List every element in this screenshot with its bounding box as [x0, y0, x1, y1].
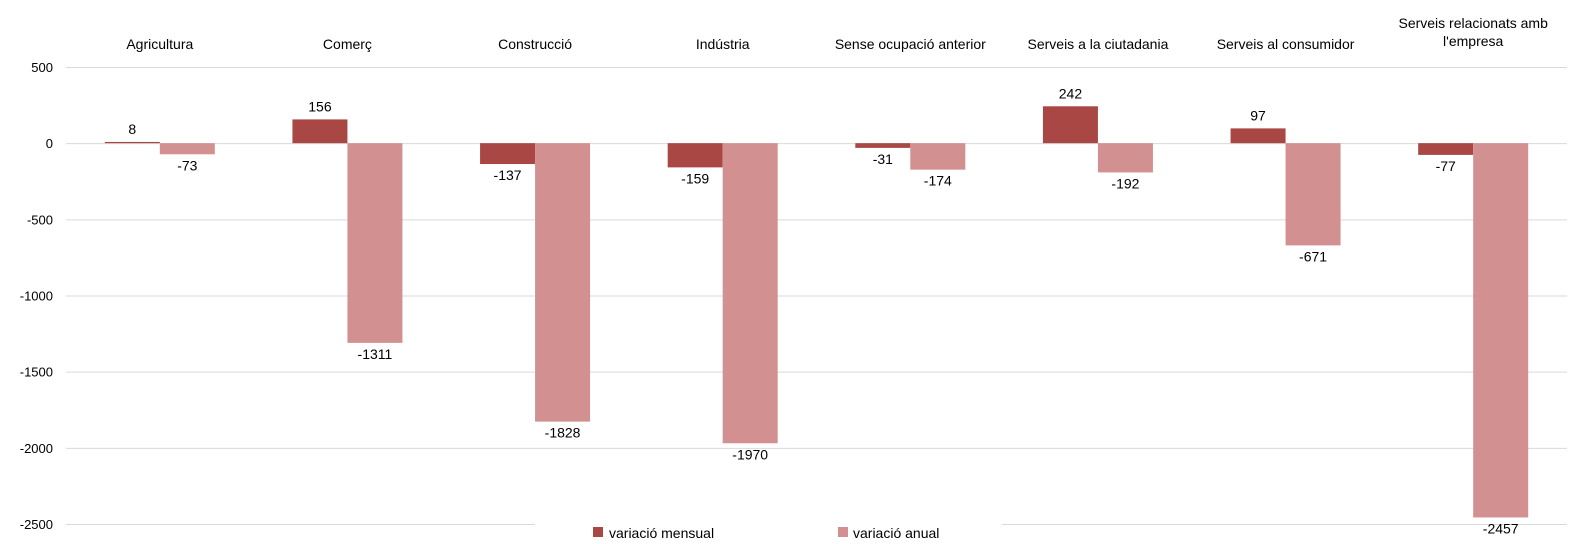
data-label: -159: [681, 170, 709, 186]
bar-mensual: [667, 143, 723, 168]
y-tick-label: -2000: [20, 441, 53, 456]
bar-mensual: [1230, 128, 1286, 144]
bar-mensual: [855, 143, 911, 148]
data-label: 97: [1250, 107, 1266, 123]
bar-mensual: [104, 141, 160, 144]
legend-swatch: [593, 527, 603, 537]
data-label: -174: [924, 173, 952, 189]
y-tick-label: 0: [46, 136, 53, 151]
bar-anual: [535, 143, 591, 422]
y-tick-label: -1500: [20, 365, 53, 380]
category-label: Construcció: [498, 36, 572, 52]
bar-mensual: [480, 143, 536, 165]
gridlines: [66, 67, 1567, 525]
data-label: 8: [128, 121, 136, 137]
category-label: Agricultura: [126, 36, 193, 52]
data-label: -77: [1436, 158, 1456, 174]
bar-mensual: [1042, 106, 1098, 144]
legend-label: variació mensual: [609, 525, 714, 541]
bar-anual: [722, 143, 778, 444]
bar-anual: [1473, 143, 1529, 518]
category-label: Sense ocupació anterior: [835, 36, 986, 52]
data-label: 242: [1059, 85, 1083, 101]
data-label: -31: [873, 151, 893, 167]
data-label: -1828: [545, 425, 581, 441]
category-label: Indústria: [696, 36, 750, 52]
y-tick-label: -500: [27, 212, 53, 227]
category-label: Serveis a la ciutadania: [1028, 36, 1169, 52]
data-label: -1311: [358, 346, 393, 362]
category-label: Serveis relacionats amb l'empresa: [1398, 15, 1548, 49]
bar-anual: [910, 143, 966, 170]
bar-anual: [1285, 143, 1341, 246]
data-label: -137: [494, 167, 522, 183]
y-tick-label: -2500: [20, 517, 53, 532]
data-label: -2457: [1483, 520, 1519, 536]
legend-swatch: [838, 527, 848, 537]
bar-anual: [159, 143, 215, 155]
data-label: -192: [1111, 175, 1139, 191]
category-labels: Agricultura Comerç Construcció Indústria Sen…: [126, 15, 1548, 52]
bar-mensual: [292, 119, 348, 144]
bar-anual: [347, 143, 403, 343]
category-label: Serveis al consumidor: [1217, 36, 1355, 52]
bar-mensual: [1418, 143, 1474, 155]
data-label: -1970: [732, 446, 768, 462]
legend-label: variació anual: [853, 525, 939, 541]
legend: variació mensual variació anual: [593, 525, 939, 541]
bar-anual: [1097, 143, 1153, 173]
y-tick-label: -1000: [20, 289, 53, 304]
category-label: Comerç: [323, 36, 372, 52]
data-label: -73: [177, 157, 197, 173]
data-label: 156: [308, 98, 332, 114]
y-tick-label: 500: [31, 60, 53, 75]
y-axis: 500 0 -500 -1000 -1500 -2000 -2500: [20, 60, 53, 532]
data-labels: 8 -73 156 -1311 -137 -1828 -159 -1970 -31 -174 242…: [128, 85, 1518, 536]
data-label: -671: [1299, 248, 1327, 264]
bars: [104, 106, 1529, 518]
